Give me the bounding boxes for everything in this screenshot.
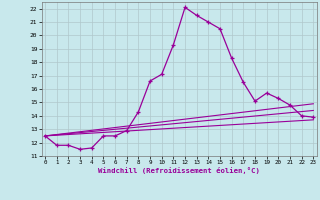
- X-axis label: Windchill (Refroidissement éolien,°C): Windchill (Refroidissement éolien,°C): [98, 167, 260, 174]
